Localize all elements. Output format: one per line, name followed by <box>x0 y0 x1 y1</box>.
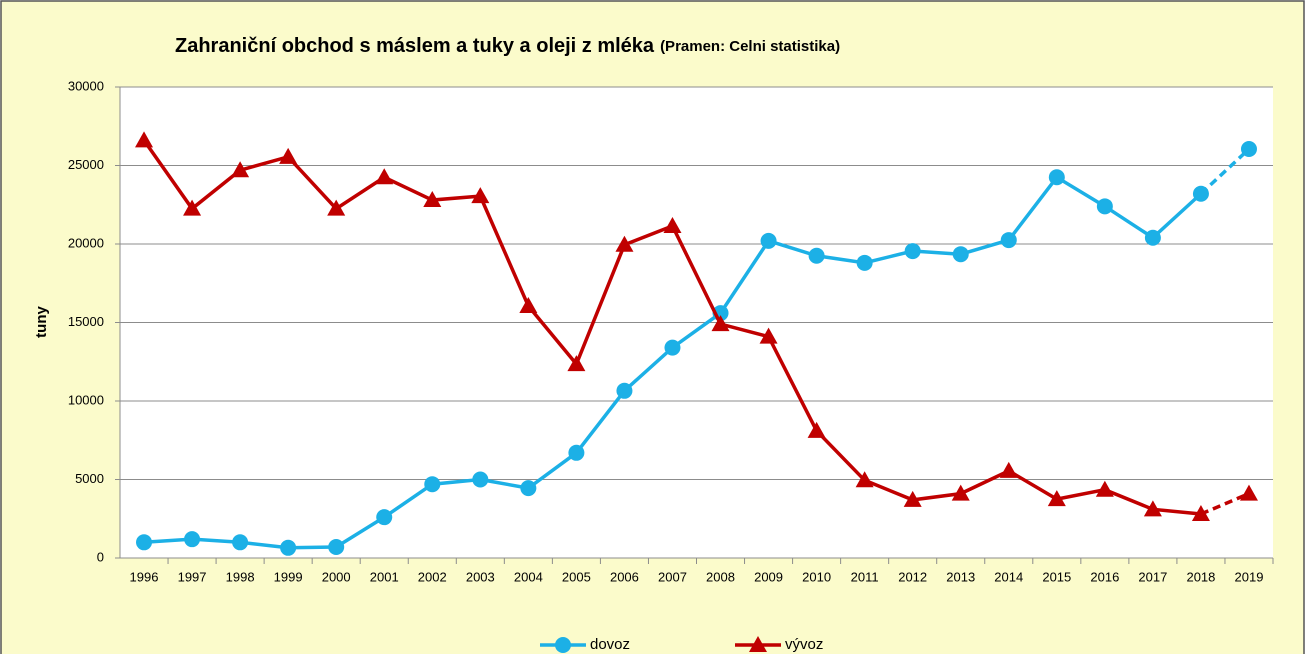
x-tick-label: 2005 <box>562 569 591 584</box>
y-tick-label: 15000 <box>68 314 104 329</box>
x-tick-label: 2015 <box>1042 569 1071 584</box>
marker <box>1047 490 1066 507</box>
y-tick-label: 10000 <box>68 392 104 407</box>
marker <box>280 539 297 556</box>
marker <box>424 476 441 493</box>
x-tick-label: 2014 <box>994 569 1023 584</box>
chart-title: Zahraniční obchod s máslem a tuky a olej… <box>175 35 840 57</box>
x-tick-label: 1997 <box>178 569 207 584</box>
marker <box>903 490 922 507</box>
marker <box>376 509 393 526</box>
marker <box>519 297 538 314</box>
marker <box>711 315 730 332</box>
marker <box>1143 500 1162 517</box>
marker <box>904 243 921 260</box>
y-tick-label: 5000 <box>75 471 104 486</box>
marker <box>808 247 825 264</box>
x-tick-label: 2017 <box>1138 569 1167 584</box>
x-tick-label: 1999 <box>274 569 303 584</box>
marker <box>423 191 442 208</box>
x-tick-label: 1996 <box>130 569 159 584</box>
marker <box>472 471 489 488</box>
y-tick-label: 30000 <box>68 78 104 93</box>
marker <box>183 199 202 216</box>
legend-label: vývoz <box>785 636 823 653</box>
x-tick-label: 2001 <box>370 569 399 584</box>
marker <box>231 161 250 178</box>
marker <box>135 131 154 148</box>
x-tick-label: 2010 <box>802 569 831 584</box>
marker <box>232 534 249 551</box>
y-tick-label: 20000 <box>68 235 104 250</box>
x-tick-label: 2007 <box>658 569 687 584</box>
y-axis-label: tuny <box>33 306 50 338</box>
x-tick-label: 2011 <box>851 569 879 584</box>
marker <box>952 246 969 263</box>
marker <box>1095 480 1114 497</box>
x-tick-label: 2009 <box>754 569 783 584</box>
x-tick-label: 2002 <box>418 569 447 584</box>
marker <box>567 355 586 372</box>
marker <box>1239 484 1258 501</box>
marker <box>520 480 537 497</box>
marker <box>951 484 970 501</box>
x-tick-label: 2000 <box>322 569 351 584</box>
subtitle: (Pramen: Celni statistika) <box>660 38 840 55</box>
x-tick-label: 2016 <box>1090 569 1119 584</box>
marker <box>136 534 153 551</box>
legend-marker <box>555 637 571 653</box>
x-tick-label: 2004 <box>514 569 543 584</box>
marker <box>855 471 874 488</box>
marker <box>1096 198 1113 215</box>
x-tick-label: 2013 <box>946 569 975 584</box>
x-tick-label: 2018 <box>1186 569 1215 584</box>
line <box>1199 147 1251 196</box>
marker <box>327 199 346 216</box>
marker <box>856 254 873 271</box>
line <box>1200 492 1250 516</box>
marker <box>616 382 633 399</box>
marker <box>375 168 394 185</box>
marker <box>471 187 490 204</box>
x-tick-label: 2006 <box>610 569 639 584</box>
marker <box>1192 185 1209 202</box>
marker <box>1240 141 1257 158</box>
marker <box>759 327 778 344</box>
y-tick-label: 25000 <box>68 157 104 172</box>
x-tick-label: 1998 <box>226 569 255 584</box>
marker <box>568 444 585 461</box>
marker <box>615 235 634 252</box>
marker <box>1000 232 1017 249</box>
marker <box>328 539 345 556</box>
legend-label: dovoz <box>590 636 630 653</box>
marker <box>1191 505 1210 522</box>
x-tick-label: 2019 <box>1235 569 1264 584</box>
x-tick-label: 2008 <box>706 569 735 584</box>
marker <box>184 531 201 548</box>
y-tick-label: 0 <box>97 549 104 564</box>
title: Zahraniční obchod s máslem a tuky a olej… <box>175 35 655 57</box>
x-tick-label: 2012 <box>898 569 927 584</box>
marker <box>1048 169 1065 186</box>
legend-marker <box>749 636 767 652</box>
marker <box>663 216 682 233</box>
marker <box>807 421 826 438</box>
marker <box>279 147 298 164</box>
marker <box>999 461 1018 478</box>
marker <box>1144 229 1161 246</box>
marker <box>760 232 777 249</box>
marker <box>664 339 681 356</box>
x-tick-label: 2003 <box>466 569 495 584</box>
